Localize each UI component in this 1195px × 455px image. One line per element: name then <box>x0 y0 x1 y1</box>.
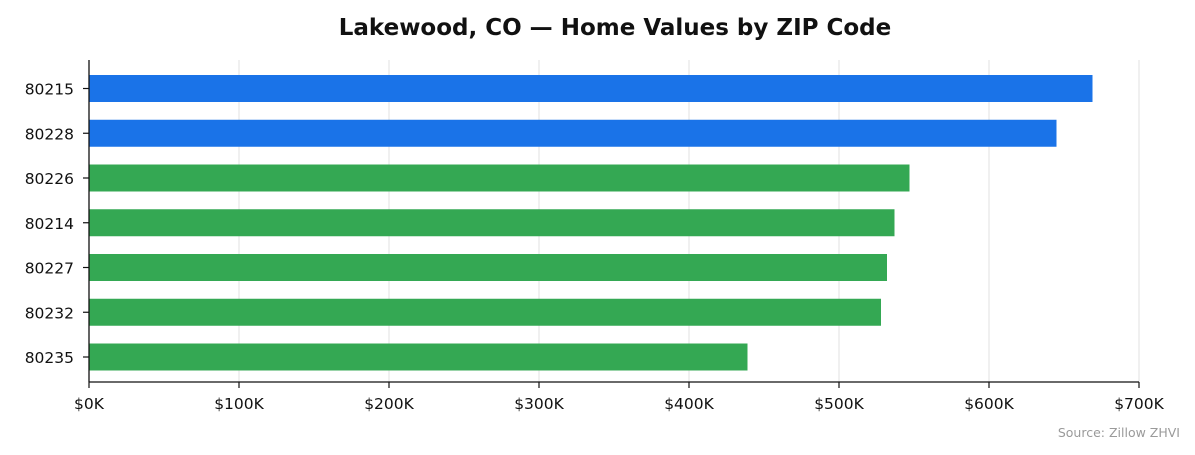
y-tick-label: 80235 <box>25 349 74 367</box>
y-tick-label: 80215 <box>25 81 74 99</box>
bar-80232 <box>89 298 881 326</box>
x-axis-ticks: $0K $100K $200K $300K $400K $500K $600K $700K <box>74 382 1165 413</box>
source-note: Source: Zillow ZHVI <box>1058 425 1180 440</box>
bar-80228 <box>89 119 1057 147</box>
x-tick-label: $0K <box>74 395 105 413</box>
bar-80227 <box>89 254 887 281</box>
axes <box>88 60 1139 383</box>
y-axis-ticks: 80215 80228 80226 80214 80227 80232 80235 <box>25 81 89 367</box>
x-tick-label: $600K <box>964 395 1014 413</box>
x-tick-label: $200K <box>364 395 414 413</box>
chart-title: Lakewood, CO — Home Values by ZIP Code <box>339 15 892 41</box>
y-tick-label: 80214 <box>25 215 74 233</box>
y-tick-label: 80232 <box>25 304 74 322</box>
x-tick-label: $700K <box>1114 395 1164 413</box>
x-tick-label: $400K <box>664 395 714 413</box>
x-tick-label: $300K <box>514 395 564 413</box>
x-tick-label: $100K <box>214 395 264 413</box>
bar-80226 <box>89 164 910 192</box>
x-tick-label: $500K <box>814 395 864 413</box>
bar-80215 <box>89 75 1093 102</box>
y-tick-label: 80228 <box>25 125 74 143</box>
y-tick-label: 80227 <box>25 260 74 278</box>
bars <box>89 75 1093 371</box>
bar-80235 <box>89 343 748 371</box>
y-tick-label: 80226 <box>25 170 74 188</box>
bar-80214 <box>89 209 895 237</box>
